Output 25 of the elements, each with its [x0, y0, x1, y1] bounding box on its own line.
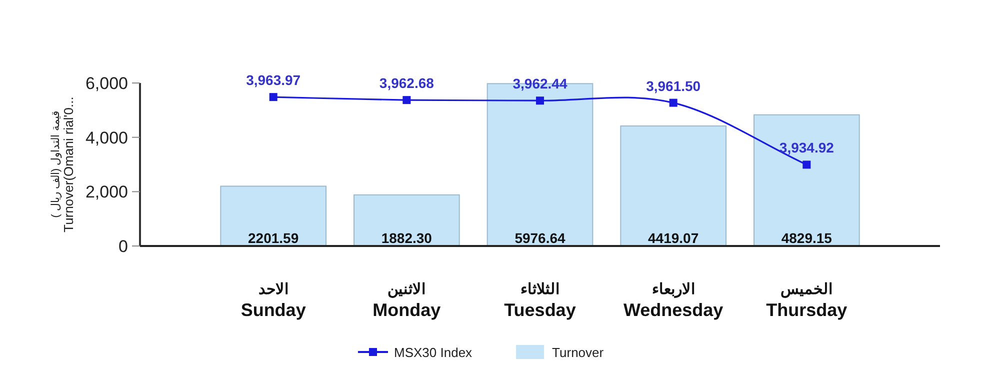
y-tick-label: 2,000: [85, 182, 128, 202]
data-label: 1882.30: [381, 230, 432, 246]
bar: [354, 194, 460, 246]
bar: [220, 186, 326, 246]
legend-label: Turnover: [552, 345, 604, 360]
data-label: 5976.64: [514, 230, 566, 246]
point: [669, 98, 678, 107]
bar: [620, 125, 726, 246]
y-tick-label: 0: [118, 237, 128, 256]
data-label: 3,962.68: [379, 75, 434, 92]
data-label: 3,962.44: [512, 76, 568, 92]
point: [269, 93, 278, 102]
data-label: 3,961.50: [646, 78, 701, 94]
bar: [754, 114, 860, 246]
data-label: 3,963.97: [246, 72, 301, 88]
point: [402, 96, 411, 104]
data-label: 3,934.92: [779, 140, 834, 156]
point: [802, 160, 811, 169]
data-label: 2201.59: [248, 230, 299, 246]
y-tick-label: 4,000: [85, 128, 128, 148]
legend-label: MSX30 Index: [394, 345, 473, 360]
data-label: 4829.15: [781, 230, 832, 246]
data-label: 4419.07: [648, 230, 699, 246]
y-tick-label: 6,000: [85, 74, 128, 93]
point: [536, 96, 544, 105]
